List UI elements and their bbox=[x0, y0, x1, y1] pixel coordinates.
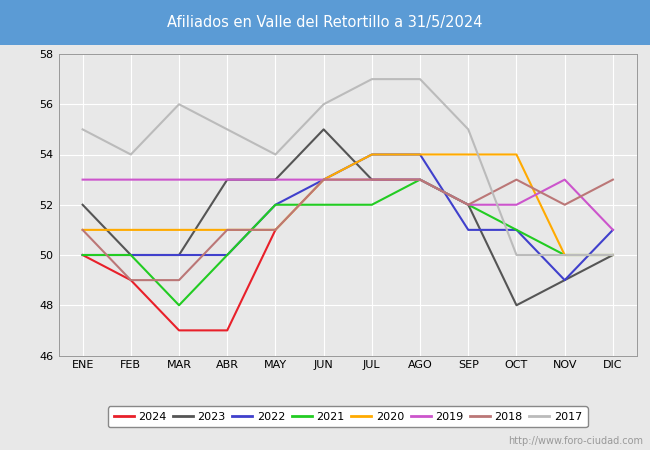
Text: Afiliados en Valle del Retortillo a 31/5/2024: Afiliados en Valle del Retortillo a 31/5… bbox=[167, 15, 483, 30]
Text: http://www.foro-ciudad.com: http://www.foro-ciudad.com bbox=[508, 436, 644, 446]
Legend: 2024, 2023, 2022, 2021, 2020, 2019, 2018, 2017: 2024, 2023, 2022, 2021, 2020, 2019, 2018… bbox=[108, 406, 588, 428]
